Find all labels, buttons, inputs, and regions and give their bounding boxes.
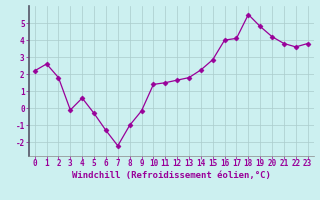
X-axis label: Windchill (Refroidissement éolien,°C): Windchill (Refroidissement éolien,°C) [72,171,271,180]
